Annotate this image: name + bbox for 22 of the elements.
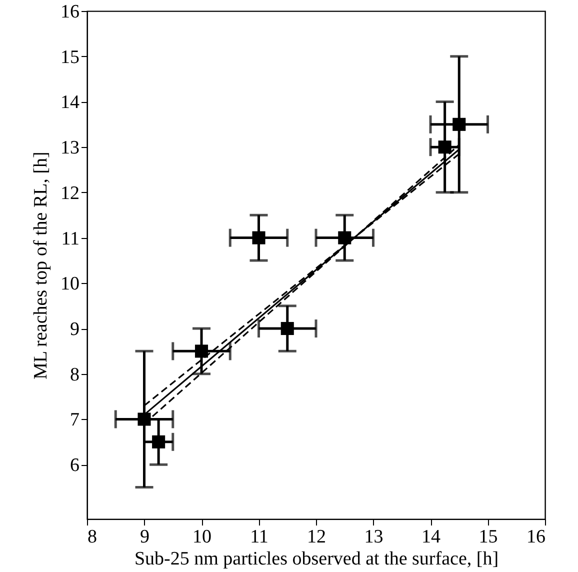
y-tick-label: 14: [60, 92, 80, 114]
x-tick-label: 14: [422, 526, 441, 548]
y-axis-title: ML reaches top of the RL, [h]: [30, 152, 52, 380]
y-tick-label: 11: [61, 228, 80, 250]
y-tick-label: 15: [60, 46, 80, 68]
x-tick-label: 10: [192, 526, 212, 548]
y-tick-label: 16: [60, 2, 80, 22]
y-tick-label: 13: [60, 138, 80, 159]
x-tick-label: 8: [88, 526, 97, 548]
x-tick-label: 9: [140, 526, 150, 548]
y-tick-label: 12: [60, 182, 80, 204]
x-tick-label: 16: [526, 526, 546, 548]
x-axis-title: Sub-25 nm particles observed at the surface, [h]: [134, 548, 499, 570]
x-tick-label: 11: [250, 526, 268, 548]
y-tick-label: 10: [60, 274, 80, 295]
y-tick-label: 7: [70, 410, 80, 431]
x-tick-label: 15: [478, 526, 498, 548]
y-tick-label: 9: [70, 319, 80, 340]
y-tick-label: 8: [70, 364, 80, 386]
y-tick-label: 6: [70, 455, 80, 476]
x-tick-label: 12: [307, 526, 326, 548]
x-tick-label: 13: [364, 526, 384, 548]
